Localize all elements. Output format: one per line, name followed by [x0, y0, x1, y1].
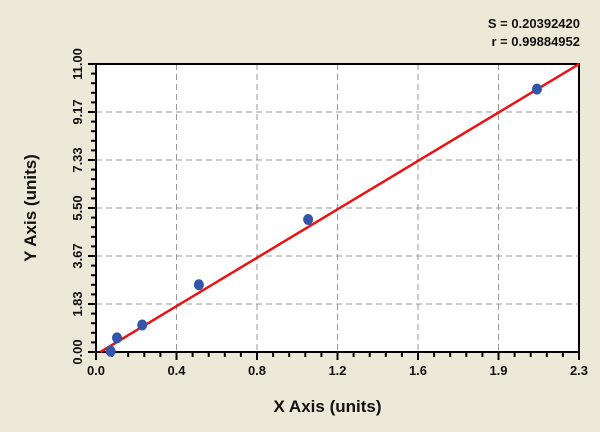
data-point	[112, 332, 122, 344]
x-tick-label: 2.3	[570, 363, 588, 378]
x-tick-label: 1.6	[409, 363, 427, 378]
x-tick-label: 1.2	[328, 363, 346, 378]
x-tick-label: 0.8	[248, 363, 266, 378]
y-tick-label: 11.00	[70, 48, 85, 80]
y-tick-label: 7.33	[70, 147, 85, 172]
x-tick-label: 0.0	[87, 363, 105, 378]
r-statistic: r = 0.99884952	[491, 34, 580, 49]
y-tick-label: 0.00	[70, 339, 85, 364]
fit-line	[99, 62, 580, 354]
x-axis-label: X Axis (units)	[274, 397, 382, 416]
data-point	[105, 345, 116, 357]
data-point	[532, 83, 542, 95]
y-tick-label: 9.17	[70, 99, 85, 124]
y-tick-label: 1.83	[70, 291, 85, 316]
data-point	[303, 214, 314, 226]
y-tick-label: 3.67	[70, 243, 85, 268]
data-point	[137, 319, 148, 331]
y-tick-label: 5.50	[70, 195, 85, 220]
x-tick-label: 0.4	[167, 363, 186, 378]
y-axis-label: Y Axis (units)	[21, 154, 40, 262]
data-point	[193, 279, 204, 291]
s-statistic: S = 0.20392420	[487, 16, 580, 31]
x-tick-label: 1.9	[489, 363, 507, 378]
